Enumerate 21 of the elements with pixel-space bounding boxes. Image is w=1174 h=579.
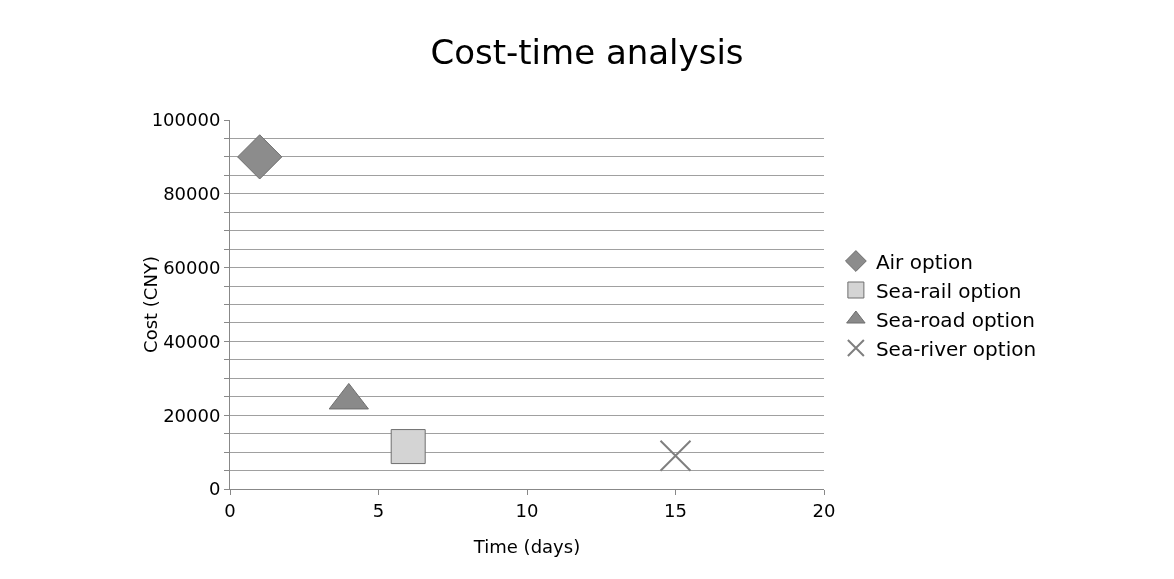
x-tick-label: 0 bbox=[224, 499, 236, 521]
legend-label: Air option bbox=[875, 249, 973, 274]
point bbox=[390, 429, 426, 465]
y-tick-label: 20000 bbox=[163, 404, 221, 426]
legend-label: Sea-river option bbox=[875, 336, 1037, 361]
chart-title: Cost-time analysis bbox=[430, 32, 744, 73]
x-tick-label: 5 bbox=[372, 499, 385, 521]
legend-label: Sea-rail option bbox=[875, 278, 1022, 303]
point bbox=[659, 439, 692, 472]
x-tick-label: 20 bbox=[812, 499, 836, 521]
y-tick-label: 100000 bbox=[151, 109, 221, 131]
y-tick-label: 60000 bbox=[163, 256, 221, 278]
legend-label: Sea-road option bbox=[875, 307, 1035, 332]
y-tick-label: 80000 bbox=[163, 183, 221, 205]
x-tick-label: 15 bbox=[664, 499, 687, 521]
point bbox=[237, 134, 283, 180]
y-axis-title: Cost (CNY) bbox=[140, 256, 162, 353]
x-axis-title: Time (days) bbox=[472, 536, 581, 557]
y-tick-label: 40000 bbox=[163, 330, 221, 352]
x-tick-label: 10 bbox=[515, 499, 539, 521]
y-tick-label: 0 bbox=[208, 478, 221, 500]
